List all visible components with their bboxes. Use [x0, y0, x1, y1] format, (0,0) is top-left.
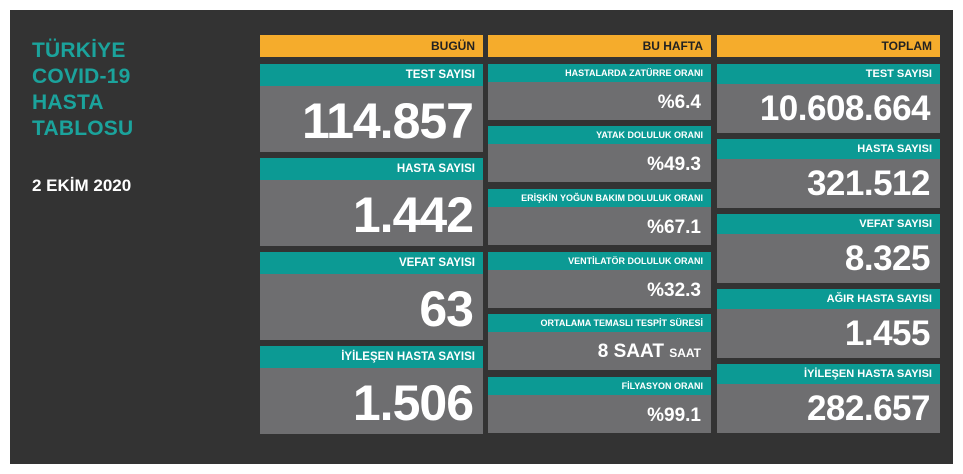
today-death-card: VEFAT SAYISI 63: [260, 252, 483, 340]
value-number: 8 SAAT: [597, 341, 664, 362]
title-line: HASTA: [32, 91, 104, 114]
card-label: AĞIR HASTA SAYISI: [717, 289, 940, 309]
title-line: TABLOSU: [32, 117, 134, 140]
card-value: %32.3: [647, 280, 701, 301]
card-label: VENTİLATÖR DOLULUK ORANI: [488, 252, 711, 270]
week-ventilator-card: VENTİLATÖR DOLULUK ORANI %32.3: [488, 252, 711, 308]
today-recovered-card: İYİLEŞEN HASTA SAYISI 1.506: [260, 346, 483, 434]
card-value: 8 SAAT SAAT: [598, 341, 701, 364]
week-pneumonia-card: HASTALARDA ZATÜRRE ORANI %6.4: [488, 64, 711, 120]
card-label: HASTA SAYISI: [260, 158, 483, 180]
total-recovered-card: İYİLEŞEN HASTA SAYISI 282.657: [717, 364, 940, 433]
card-value: %99.1: [647, 405, 701, 426]
today-case-card: HASTA SAYISI 1.442: [260, 158, 483, 246]
value-unit: SAAT: [669, 346, 701, 360]
column-header-today: BUGÜN: [260, 35, 483, 57]
card-label: HASTALARDA ZATÜRRE ORANI: [488, 64, 711, 82]
card-label: VEFAT SAYISI: [260, 252, 483, 274]
card-label: YATAK DOLULUK ORANI: [488, 126, 711, 144]
title-line: TÜRKİYE: [32, 39, 126, 62]
today-test-card: TEST SAYISI 114.857: [260, 64, 483, 152]
total-case-card: HASTA SAYISI 321.512: [717, 139, 940, 208]
card-label: FİLYASYON ORANI: [488, 377, 711, 395]
card-value: 1.455: [844, 314, 931, 353]
title-line: COVID-19: [32, 65, 131, 88]
card-label: TEST SAYISI: [717, 64, 940, 84]
week-filiation-card: FİLYASYON ORANI %99.1: [488, 377, 711, 433]
card-label: İYİLEŞEN HASTA SAYISI: [260, 346, 483, 368]
total-critical-card: AĞIR HASTA SAYISI 1.455: [717, 289, 940, 358]
card-label: ORTALAMA TEMASLI TESPİT SÜRESİ: [488, 314, 711, 332]
card-value: 321.512: [806, 164, 931, 203]
card-label: ERİŞKİN YOĞUN BAKIM DOLULUK ORANI: [488, 189, 711, 207]
total-death-card: VEFAT SAYISI 8.325: [717, 214, 940, 283]
report-date: 2 EKİM 2020: [32, 176, 132, 195]
card-value: 114.857: [302, 93, 474, 149]
total-test-card: TEST SAYISI 10.608.664: [717, 64, 940, 133]
card-value: 10.608.664: [759, 89, 931, 128]
card-label: HASTA SAYISI: [717, 139, 940, 159]
column-header-week: BU HAFTA: [488, 35, 711, 57]
week-icu-occupancy-card: ERİŞKİN YOĞUN BAKIM DOLULUK ORANI %67.1: [488, 189, 711, 245]
card-value: 1.442: [352, 187, 474, 243]
card-label: İYİLEŞEN HASTA SAYISI: [717, 364, 940, 384]
week-bed-occupancy-card: YATAK DOLULUK ORANI %49.3: [488, 126, 711, 182]
card-value: %6.4: [657, 92, 701, 113]
card-value: 1.506: [352, 375, 474, 431]
card-label: VEFAT SAYISI: [717, 214, 940, 234]
card-value: %49.3: [647, 154, 701, 175]
card-value: %67.1: [647, 217, 701, 238]
card-value: 282.657: [806, 389, 931, 428]
week-contact-time-card: ORTALAMA TEMASLI TESPİT SÜRESİ 8 SAAT SA…: [488, 314, 711, 370]
card-value: 8.325: [844, 239, 931, 278]
card-value: 63: [419, 281, 474, 337]
dashboard-title: TÜRKİYE COVID-19 HASTA TABLOSU: [32, 38, 133, 142]
column-header-total: TOPLAM: [717, 35, 940, 57]
card-label: TEST SAYISI: [260, 64, 483, 86]
